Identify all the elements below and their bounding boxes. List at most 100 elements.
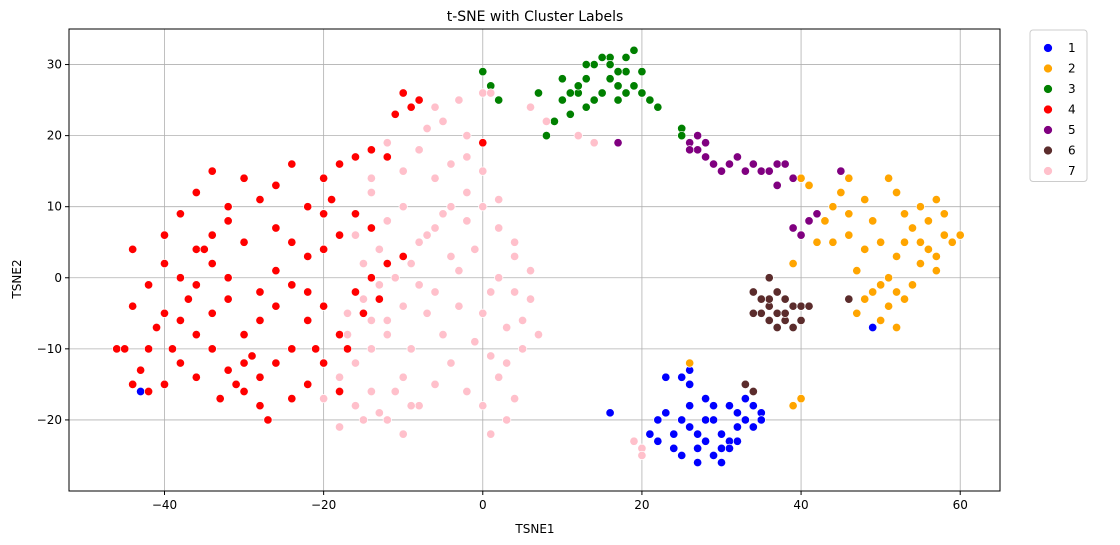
- point-cluster-3: [581, 59, 591, 70]
- point-cluster-3: [478, 67, 488, 77]
- point-cluster-2: [860, 195, 870, 205]
- point-cluster-4: [207, 230, 217, 240]
- point-cluster-7: [414, 280, 424, 290]
- point-cluster-7: [510, 394, 520, 404]
- point-cluster-2: [947, 237, 957, 247]
- point-cluster-3: [677, 131, 687, 141]
- point-cluster-4: [319, 173, 329, 183]
- point-cluster-3: [605, 59, 615, 70]
- point-cluster-1: [677, 415, 687, 425]
- point-cluster-4: [303, 379, 313, 389]
- point-cluster-2: [788, 401, 798, 411]
- point-cluster-2: [923, 216, 933, 226]
- point-cluster-7: [518, 315, 528, 325]
- x-tick-label: 60: [953, 498, 968, 512]
- point-cluster-7: [446, 159, 456, 169]
- point-cluster-1: [661, 408, 671, 418]
- point-cluster-1: [677, 450, 687, 461]
- point-cluster-7: [414, 237, 424, 247]
- point-cluster-4: [223, 294, 233, 304]
- legend-label-4: 4: [1068, 103, 1076, 117]
- point-cluster-2: [892, 287, 902, 297]
- point-cluster-4: [350, 287, 361, 297]
- point-cluster-7: [478, 202, 488, 212]
- point-cluster-4: [271, 301, 281, 311]
- point-cluster-2: [796, 173, 806, 183]
- point-cluster-7: [414, 401, 424, 411]
- point-cluster-1: [716, 443, 727, 453]
- point-cluster-4: [334, 159, 345, 169]
- point-cluster-2: [907, 223, 918, 233]
- point-cluster-1: [708, 415, 719, 425]
- point-cluster-5: [716, 166, 727, 176]
- point-cluster-7: [366, 344, 376, 354]
- point-cluster-7: [422, 308, 432, 318]
- point-cluster-7: [382, 216, 392, 226]
- point-cluster-2: [844, 230, 854, 240]
- point-cluster-3: [589, 95, 599, 105]
- point-cluster-4: [366, 273, 376, 283]
- y-tick-label: 20: [47, 129, 62, 143]
- point-cluster-3: [565, 88, 575, 98]
- point-cluster-7: [374, 280, 384, 290]
- y-axis-label: TSNE2: [10, 259, 24, 299]
- point-cluster-7: [406, 259, 416, 269]
- point-cluster-1: [756, 415, 766, 425]
- legend-marker-5: [1043, 125, 1053, 135]
- point-cluster-2: [876, 237, 886, 247]
- point-cluster-7: [350, 401, 361, 411]
- point-cluster-7: [382, 330, 392, 340]
- point-cluster-1: [653, 436, 663, 446]
- point-cluster-3: [494, 95, 504, 105]
- point-cluster-4: [239, 386, 249, 397]
- point-cluster-7: [462, 386, 472, 397]
- point-cluster-4: [303, 202, 313, 212]
- point-cluster-7: [502, 322, 512, 333]
- point-cluster-6: [740, 379, 750, 389]
- point-cluster-7: [366, 315, 376, 325]
- point-cluster-7: [454, 266, 464, 276]
- point-cluster-2: [876, 280, 886, 290]
- point-cluster-3: [565, 109, 575, 119]
- point-cluster-4: [239, 237, 249, 247]
- point-cluster-4: [191, 372, 201, 382]
- point-cluster-4: [303, 315, 313, 325]
- point-cluster-7: [414, 145, 424, 155]
- point-cluster-4: [223, 216, 233, 226]
- point-cluster-7: [398, 372, 408, 382]
- point-cluster-4: [406, 102, 416, 112]
- point-cluster-3: [597, 52, 607, 62]
- point-cluster-5: [732, 152, 742, 162]
- x-tick-label: −20: [311, 498, 336, 512]
- point-cluster-7: [358, 415, 368, 425]
- point-cluster-2: [931, 195, 941, 205]
- point-cluster-7: [518, 344, 528, 354]
- point-cluster-4: [303, 251, 313, 261]
- point-cluster-6: [780, 294, 790, 304]
- point-cluster-7: [350, 358, 361, 368]
- point-cluster-4: [382, 152, 392, 162]
- point-cluster-7: [366, 173, 376, 183]
- point-cluster-4: [199, 244, 209, 254]
- point-cluster-6: [756, 308, 766, 318]
- point-cluster-4: [159, 259, 170, 269]
- point-cluster-2: [884, 173, 894, 183]
- point-cluster-4: [319, 301, 329, 311]
- point-cluster-7: [494, 273, 504, 283]
- point-cluster-4: [183, 294, 193, 304]
- point-cluster-7: [510, 237, 520, 247]
- point-cluster-3: [613, 95, 623, 105]
- point-cluster-4: [239, 358, 249, 368]
- point-cluster-1: [708, 450, 719, 461]
- point-cluster-2: [868, 287, 878, 297]
- point-cluster-7: [478, 308, 488, 318]
- point-cluster-4: [151, 322, 162, 333]
- x-tick-label: −40: [152, 498, 177, 512]
- point-cluster-5: [740, 166, 750, 176]
- point-cluster-4: [366, 145, 376, 155]
- point-cluster-6: [756, 294, 766, 304]
- point-cluster-2: [931, 266, 941, 276]
- point-cluster-4: [144, 280, 154, 290]
- point-cluster-7: [430, 379, 440, 389]
- point-cluster-4: [271, 180, 281, 190]
